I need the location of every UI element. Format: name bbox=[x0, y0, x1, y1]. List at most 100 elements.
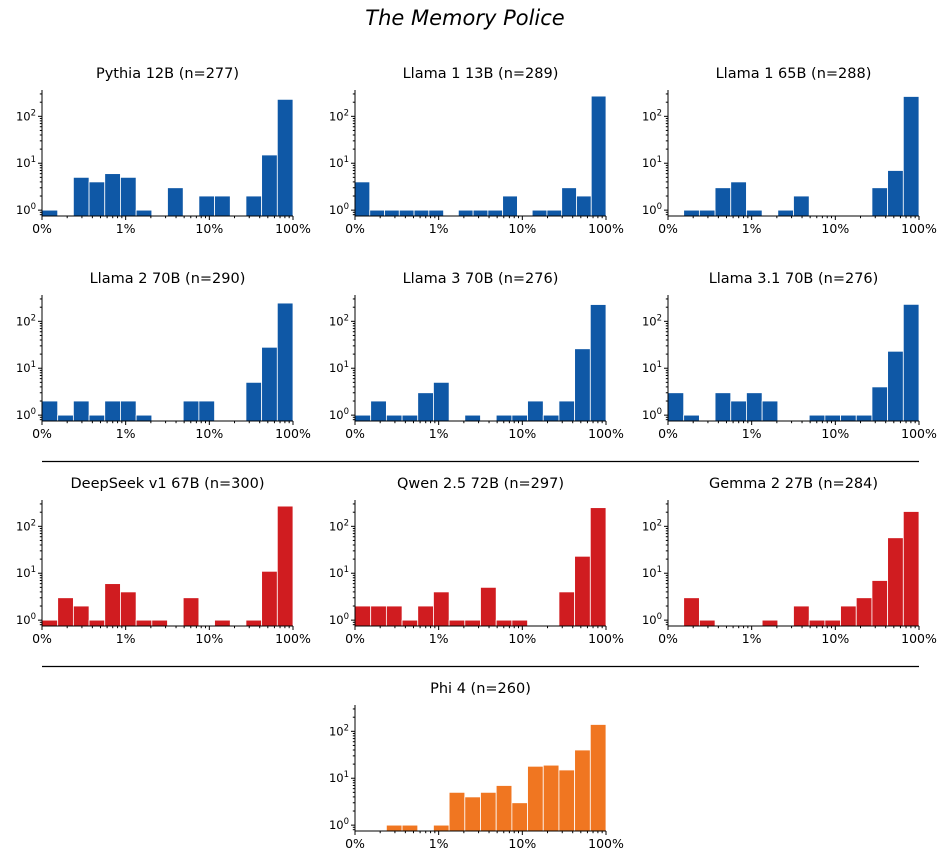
histogram-bar bbox=[41, 400, 59, 422]
histogram-panels: Pythia 12B (n=277)0% 1% 10% 100%100101102Ll… bbox=[16, 66, 937, 851]
histogram-bar bbox=[487, 209, 504, 217]
histogram-bar bbox=[683, 414, 700, 422]
x-tick-label: 1% bbox=[742, 631, 762, 646]
histogram-panel: Llama 1 13B (n=289) 0% 1% 10% 100% 100 101 102 bbox=[329, 66, 624, 236]
histogram-panel: DeepSeek v1 67B (n=300) 0% 1% 10% 100% 100 101… bbox=[16, 476, 311, 646]
histogram-bar bbox=[480, 791, 497, 832]
x-tick-label: 10% bbox=[821, 631, 849, 646]
histogram-bar bbox=[370, 605, 387, 627]
histogram-bar bbox=[369, 209, 385, 217]
y-tick-label: 102 bbox=[16, 313, 36, 328]
y-tick-label: 100 bbox=[329, 817, 349, 832]
histogram-bar bbox=[574, 749, 591, 832]
histogram-bar bbox=[245, 619, 263, 627]
histogram-bar bbox=[558, 591, 576, 627]
histogram-bar bbox=[871, 187, 889, 217]
x-tick-label: 1% bbox=[116, 426, 136, 441]
histogram-bar bbox=[495, 785, 513, 832]
histogram-bar bbox=[589, 507, 607, 627]
y-tick-label: 102 bbox=[329, 518, 349, 533]
histogram-bar bbox=[730, 181, 747, 217]
histogram-bar bbox=[464, 414, 481, 422]
panel-title: Phi 4 (n=260) bbox=[430, 681, 531, 697]
x-tick-label: 10% bbox=[508, 836, 536, 851]
x-tick-label: 100% bbox=[275, 631, 311, 646]
histogram-bar bbox=[472, 209, 489, 217]
histogram-bar bbox=[72, 400, 90, 422]
histogram-bar bbox=[542, 414, 560, 422]
histogram-panel: Llama 3.1 70B (n=276) 0% 1% 10% 100% 100 101 10… bbox=[642, 271, 937, 441]
x-tick-label: 1% bbox=[429, 631, 449, 646]
histogram-bar bbox=[746, 209, 763, 217]
histogram-bar bbox=[214, 195, 231, 217]
histogram-panel: Llama 1 65B (n=288) 0% 1% 10% 100% 100 101 102 bbox=[642, 66, 937, 236]
histogram-bar bbox=[104, 583, 121, 627]
histogram-bar bbox=[457, 209, 474, 217]
histogram-bar bbox=[495, 414, 513, 422]
histogram-panel: Llama 3 70B (n=276) 0% 1% 10% 100% 100 101 102 bbox=[329, 271, 624, 441]
histogram-bar bbox=[698, 619, 716, 627]
histogram-panel: Gemma 2 27B (n=284) 0% 1% 10% 100% 100 101 102 bbox=[642, 476, 937, 646]
y-tick-label: 102 bbox=[642, 108, 662, 123]
y-tick-label: 100 bbox=[642, 407, 662, 422]
histogram-bar bbox=[401, 824, 419, 832]
histogram-bar bbox=[464, 796, 481, 832]
y-tick-label: 101 bbox=[16, 360, 36, 375]
y-tick-label: 101 bbox=[329, 770, 349, 785]
histogram-panel: Llama 2 70B (n=290) 0% 1% 10% 100% 100 101 102 bbox=[16, 271, 311, 441]
x-tick-label: 10% bbox=[821, 426, 849, 441]
panel-title: Gemma 2 27B (n=284) bbox=[709, 476, 878, 492]
histogram-bar bbox=[887, 537, 904, 627]
x-tick-label: 100% bbox=[588, 836, 624, 851]
x-tick-label: 100% bbox=[588, 426, 624, 441]
histogram-bar bbox=[855, 597, 873, 627]
histogram-bar bbox=[41, 209, 59, 217]
histogram-bar bbox=[57, 414, 74, 422]
histogram-bar bbox=[546, 209, 563, 217]
y-tick-label: 101 bbox=[16, 565, 36, 580]
histogram-bar bbox=[167, 187, 184, 217]
histogram-bar bbox=[574, 555, 591, 627]
histogram-bar bbox=[495, 619, 513, 627]
histogram-bar bbox=[698, 209, 716, 217]
histogram-bar bbox=[902, 303, 920, 422]
histogram-bar bbox=[385, 414, 403, 422]
histogram-bar bbox=[761, 400, 779, 422]
x-tick-label: 1% bbox=[429, 426, 449, 441]
histogram-bar bbox=[370, 400, 387, 422]
y-tick-label: 102 bbox=[16, 108, 36, 123]
histogram-bar bbox=[72, 605, 90, 627]
histogram-bar bbox=[182, 400, 200, 422]
histogram-bar bbox=[276, 98, 294, 217]
x-tick-label: 10% bbox=[195, 221, 223, 236]
histogram-bar bbox=[502, 195, 518, 217]
histogram-bar bbox=[589, 304, 607, 422]
x-tick-label: 0% bbox=[345, 426, 365, 441]
y-tick-label: 100 bbox=[329, 202, 349, 217]
histogram-bar bbox=[354, 181, 371, 217]
y-tick-label: 102 bbox=[329, 313, 349, 328]
histogram-bar bbox=[448, 619, 466, 627]
x-tick-label: 0% bbox=[32, 221, 52, 236]
histogram-bar bbox=[561, 187, 577, 217]
histogram-bar bbox=[808, 414, 826, 422]
histogram-bar bbox=[433, 824, 450, 832]
histogram-bar bbox=[683, 209, 700, 217]
histogram-bar bbox=[871, 386, 889, 422]
histogram-bar bbox=[88, 414, 106, 422]
y-tick-label: 100 bbox=[329, 612, 349, 627]
y-tick-label: 100 bbox=[329, 407, 349, 422]
histogram-bar bbox=[558, 400, 576, 422]
panel-title: Qwen 2.5 72B (n=297) bbox=[397, 476, 564, 492]
histogram-bar bbox=[104, 173, 121, 217]
histogram-bar bbox=[527, 765, 544, 832]
x-tick-label: 100% bbox=[588, 221, 624, 236]
histogram-bar bbox=[135, 619, 153, 627]
histogram-bar bbox=[245, 381, 263, 422]
x-tick-label: 1% bbox=[116, 221, 136, 236]
histogram-bar bbox=[448, 791, 466, 832]
histogram-bar bbox=[887, 350, 904, 422]
x-tick-label: 1% bbox=[742, 426, 762, 441]
y-tick-label: 101 bbox=[329, 360, 349, 375]
y-tick-label: 102 bbox=[329, 108, 349, 123]
